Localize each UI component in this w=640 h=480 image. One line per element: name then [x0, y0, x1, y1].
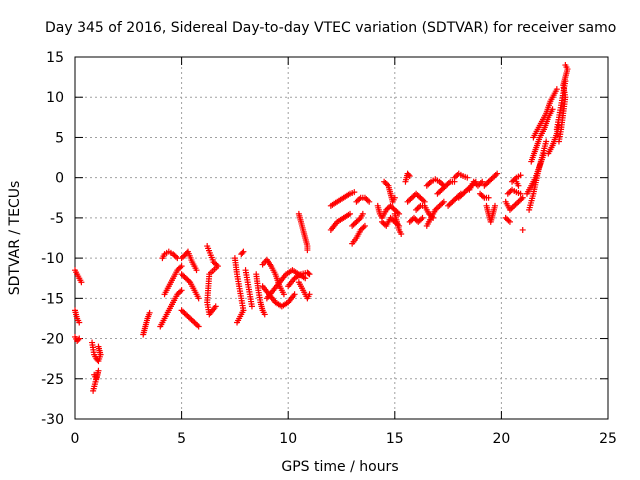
data-point [366, 198, 373, 205]
y-tick-label: -30 [41, 412, 64, 428]
data-point [306, 271, 313, 278]
x-axis-ticks: 0 5 10 15 20 25 [71, 57, 617, 447]
data-point [306, 291, 313, 298]
y-axis-label: SDTVAR / TECUs [7, 181, 23, 296]
data-point [506, 218, 513, 225]
data-point [261, 311, 268, 318]
data-point [178, 263, 185, 270]
data-point [517, 172, 524, 179]
y-tick-label: 10 [46, 90, 64, 106]
data-point [517, 190, 524, 197]
data-point [562, 62, 569, 69]
y-tick-label: -25 [41, 372, 64, 388]
y-tick-label: -20 [41, 332, 64, 348]
data-point [519, 194, 526, 201]
data-point [195, 295, 202, 302]
data-point [419, 214, 426, 221]
data-point [492, 202, 499, 209]
data-point [398, 230, 405, 237]
data-point [302, 275, 309, 282]
data-point [95, 343, 102, 350]
data-point [240, 248, 247, 255]
data-point [440, 198, 447, 205]
y-tick-label: -5 [50, 211, 64, 227]
data-point [553, 86, 560, 93]
data-point [361, 222, 368, 229]
y-tick-label: 0 [55, 171, 64, 187]
x-axis-label: GPS time / hours [281, 459, 398, 475]
data-point [291, 291, 298, 298]
x-tick-label: 5 [177, 431, 186, 447]
x-tick-label: 10 [279, 431, 297, 447]
x-tick-label: 25 [599, 431, 617, 447]
grid-lines [75, 57, 608, 419]
data-point [304, 247, 311, 254]
data-point [464, 174, 471, 181]
y-tick-label: 5 [55, 130, 64, 146]
data-point [406, 173, 413, 180]
y-tick-label: -15 [41, 291, 64, 307]
data-point [485, 194, 492, 201]
chart-title: Day 345 of 2016, Sidereal Day-to-day VTE… [45, 20, 616, 36]
data-point [76, 319, 83, 326]
data-point [280, 291, 287, 298]
data-point [515, 182, 522, 189]
data-point [90, 387, 97, 394]
data-point [239, 249, 246, 256]
data-point [78, 279, 85, 286]
data-point [193, 267, 200, 274]
data-points [72, 62, 571, 394]
data-point [347, 210, 354, 217]
y-axis-ticks: -30 -25 -20 -15 -10 -5 0 5 10 15 [41, 50, 608, 428]
data-point [234, 319, 241, 326]
data-point [212, 303, 219, 310]
data-point [146, 309, 153, 316]
data-point [305, 270, 312, 277]
data-point [479, 178, 486, 185]
y-tick-label: -10 [41, 251, 64, 267]
data-point [543, 138, 550, 145]
data-point [75, 336, 82, 343]
y-tick-label: 15 [46, 50, 64, 66]
data-point [519, 226, 526, 233]
data-point [76, 335, 83, 342]
data-point [391, 194, 398, 201]
data-point [359, 210, 366, 217]
data-point [562, 78, 569, 85]
x-tick-label: 0 [71, 431, 80, 447]
x-tick-label: 15 [386, 431, 404, 447]
data-point [549, 106, 556, 113]
data-point [178, 287, 185, 294]
plot-frame [74, 56, 609, 420]
data-point [351, 189, 358, 196]
data-point [195, 323, 202, 330]
data-point [248, 303, 255, 310]
data-point [494, 170, 501, 177]
x-tick-label: 20 [492, 431, 510, 447]
data-point [405, 171, 412, 178]
